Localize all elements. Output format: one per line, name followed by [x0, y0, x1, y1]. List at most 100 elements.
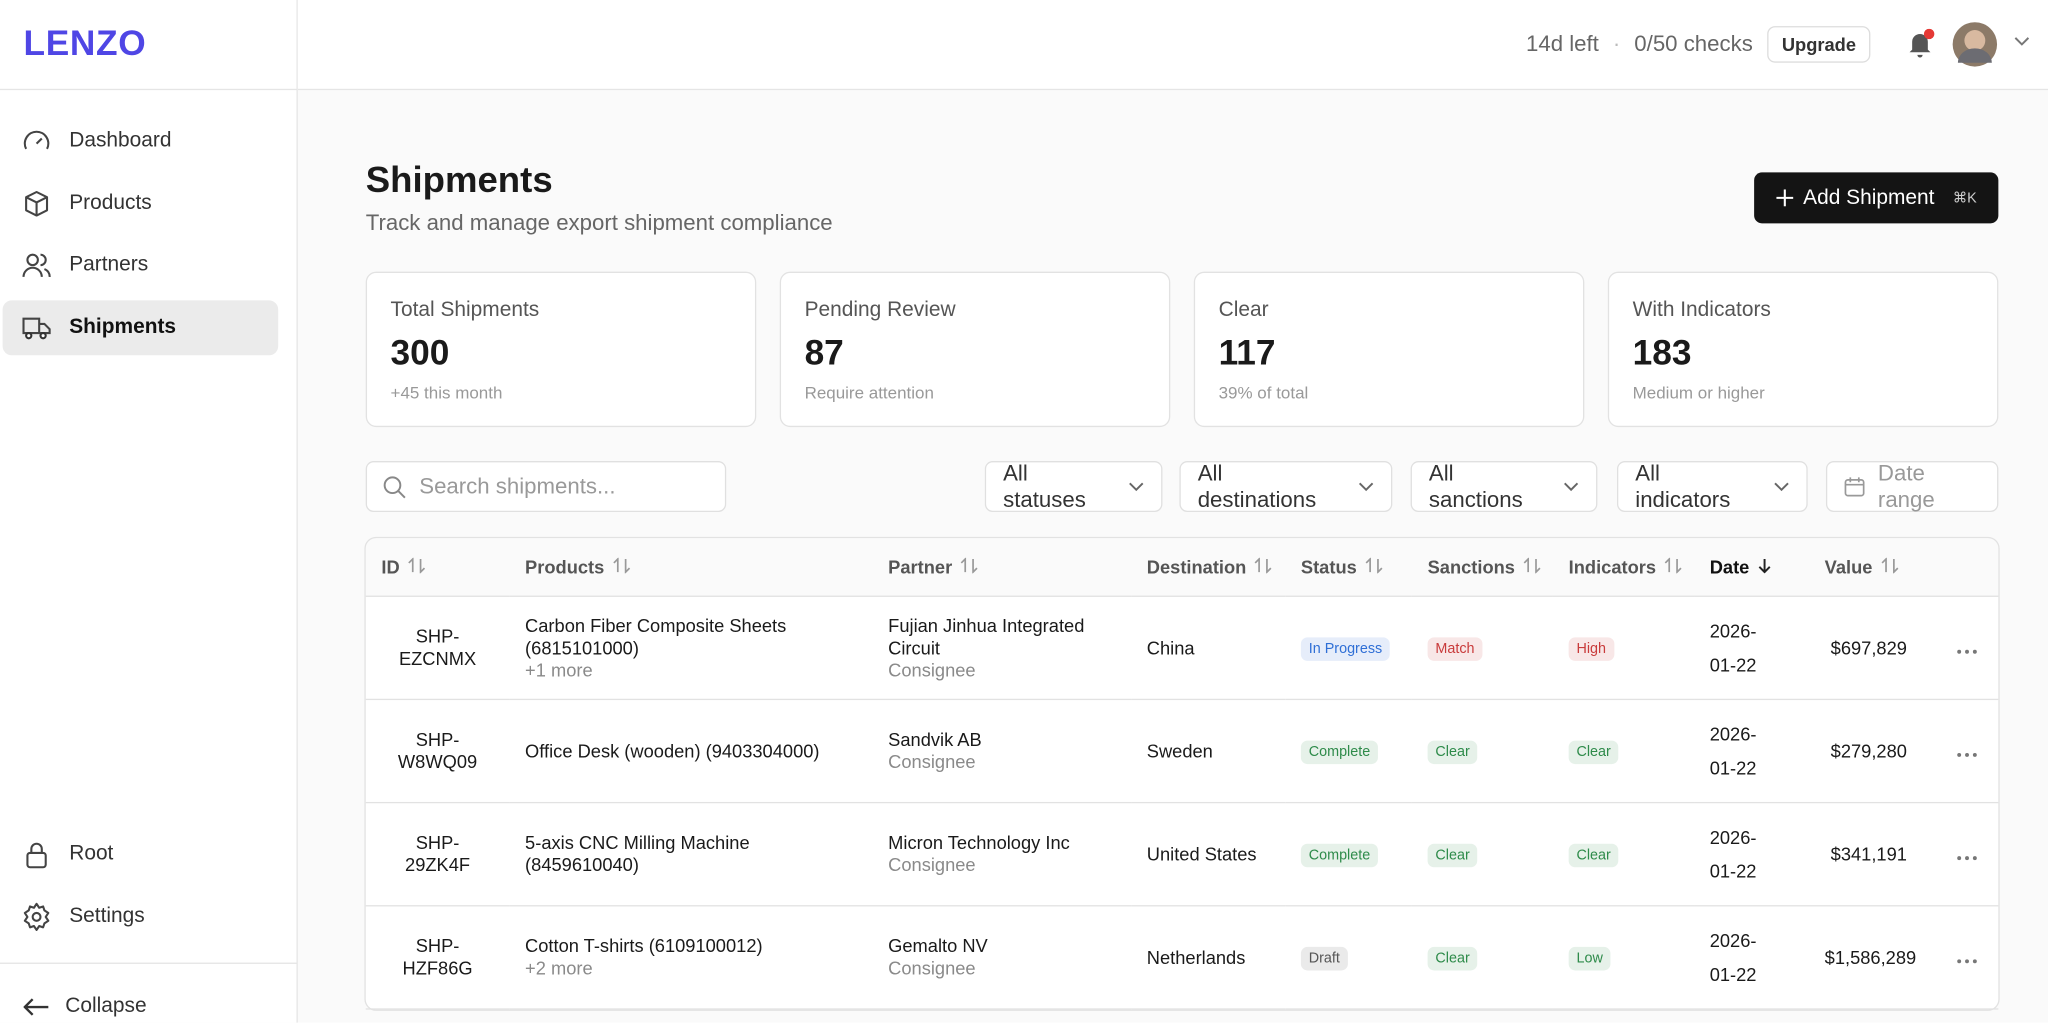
partner-role: Consignee — [888, 957, 976, 979]
filter-dropdown[interactable]: All statuses — [984, 460, 1163, 512]
column-header[interactable]: Status — [1285, 538, 1412, 597]
column-header[interactable]: Products — [509, 538, 873, 597]
stat-value: 183 — [1632, 333, 1692, 373]
product: Cotton T-shirts (6109100012) — [525, 935, 763, 957]
value: $1,586,289 — [1808, 905, 1920, 1010]
nav-label: Dashboard — [69, 129, 172, 152]
column-label: Products — [525, 556, 605, 578]
sanctions-cell: Match — [1411, 596, 1553, 701]
collapse-icon — [23, 998, 49, 1016]
nav-item[interactable]: Shipments — [2, 299, 279, 355]
column-label: Value — [1824, 556, 1873, 578]
column-label: Date — [1709, 556, 1750, 578]
logo[interactable]: LENZO — [23, 23, 147, 63]
more-actions[interactable] — [1957, 648, 1978, 654]
column-header[interactable]: Date — [1694, 538, 1809, 597]
products-cell: Carbon Fiber Composite Sheets (681510100… — [509, 596, 873, 701]
topbar: 14d left · 0/50 checks Upgrade — [297, 0, 2048, 91]
partner: Fujian Jinhua Integrated Circuit — [888, 614, 1085, 658]
value: $341,191 — [1808, 802, 1920, 907]
nav-item[interactable]: Root — [3, 827, 279, 882]
nav-icon — [25, 190, 49, 216]
actions-cell[interactable] — [1919, 802, 1999, 907]
column-header[interactable]: Destination — [1131, 538, 1286, 597]
shipments-table: ID Products Partner Destination Status Sancti… — [364, 536, 2000, 1011]
sort-icon — [408, 556, 426, 575]
filter-dropdown[interactable]: All destinations — [1179, 460, 1393, 512]
date-cell: 2026-01-22 — [1694, 905, 1809, 1010]
nav-icon — [23, 130, 50, 150]
stat-note: Medium or higher — [1632, 382, 1765, 403]
column-header[interactable]: Indicators — [1552, 538, 1695, 597]
column-label: Status — [1300, 556, 1357, 578]
notifications[interactable] — [1904, 28, 1935, 60]
partner-cell: Micron Technology Inc Consignee — [872, 802, 1132, 907]
more-actions[interactable] — [1957, 855, 1978, 860]
chevron — [1564, 482, 1579, 491]
partner-cell: Sandvik AB Consignee — [872, 699, 1132, 804]
more-actions[interactable] — [1957, 752, 1978, 757]
nav-label: Shipments — [69, 315, 177, 338]
date: 2026-01-22 — [1709, 929, 1757, 985]
stat-card: Pending Review 87 Require attention — [779, 271, 1171, 428]
nav-icon — [23, 902, 50, 931]
column-header[interactable]: Partner — [872, 538, 1132, 597]
search[interactable]: Search shipments... — [365, 461, 727, 512]
badge: Draft — [1300, 946, 1348, 970]
product: Carbon Fiber Composite Sheets (681510100… — [525, 614, 787, 658]
partner-role: Consignee — [888, 658, 976, 680]
id-cell: SHP-HZF86G — [365, 905, 510, 1010]
indicators-cell: Low — [1552, 905, 1695, 1010]
column-header[interactable]: Sanctions — [1411, 538, 1553, 597]
nav-item[interactable]: Products — [3, 176, 279, 231]
table-row[interactable]: SHP-29ZK4F 5-axis CNC Milling Machine (84… — [365, 802, 1999, 907]
collapse-button[interactable]: Collapse — [23, 995, 147, 1019]
nav-icon — [22, 253, 51, 278]
actions-cell[interactable] — [1919, 596, 1999, 701]
usage: 14d left · 0/50 checks — [1526, 31, 1753, 57]
date: 2026-01-22 — [1709, 620, 1757, 676]
nav-item[interactable]: Settings — [3, 889, 279, 944]
shipment-id: SHP-W8WQ09 — [397, 728, 478, 772]
stat-value: 117 — [1218, 333, 1276, 373]
date: 2026-01-22 — [1709, 723, 1757, 779]
badge: Clear — [1427, 739, 1478, 764]
search-placeholder: Search shipments... — [419, 473, 616, 499]
status-cell: Complete — [1285, 802, 1412, 907]
table-row[interactable]: SHP-HZF86G Cotton T-shirts (6109100012) +2… — [365, 905, 1999, 1010]
divider — [0, 962, 297, 964]
stat-note: 39% of total — [1218, 382, 1309, 403]
badge: Clear — [1427, 946, 1478, 970]
chevron — [1129, 481, 1144, 491]
sanctions-cell: Clear — [1411, 802, 1553, 907]
avatar[interactable] — [1951, 21, 1998, 68]
sanctions-cell: Clear — [1411, 905, 1553, 1010]
filter-dropdown[interactable]: All indicators — [1616, 460, 1808, 512]
add-shipment-button[interactable]: Add Shipment ⌘K — [1754, 172, 1999, 224]
nav-item[interactable]: Partners — [3, 238, 279, 293]
filter-dropdown[interactable]: All sanctions — [1410, 460, 1598, 512]
upgrade-button[interactable]: Upgrade — [1767, 26, 1871, 63]
table-body: SHP-EZCNMX Carbon Fiber Composite Sheets … — [365, 596, 1999, 1010]
table-row[interactable]: SHP-EZCNMX Carbon Fiber Composite Sheets … — [365, 596, 1999, 701]
badge: Complete — [1300, 843, 1379, 867]
actions-cell[interactable] — [1919, 699, 1999, 804]
more-actions[interactable] — [1957, 958, 1978, 963]
actions-cell[interactable] — [1919, 905, 1999, 1010]
column-label: Sanctions — [1427, 556, 1515, 578]
column-header[interactable]: ID — [365, 538, 510, 597]
product-more: +1 more — [525, 658, 593, 680]
page-title: Shipments — [365, 159, 553, 200]
stat-label: Total Shipments — [390, 299, 540, 322]
indicators-cell: Clear — [1552, 802, 1695, 907]
column-label: ID — [381, 556, 400, 578]
date-filter[interactable]: Date range — [1825, 460, 1999, 512]
nav-item[interactable]: Dashboard — [3, 114, 279, 169]
account-menu[interactable] — [2014, 37, 2030, 47]
sort-icon — [612, 556, 630, 575]
table-row[interactable]: SHP-W8WQ09 Office Desk (wooden) (94033040… — [365, 699, 1999, 804]
stat-label: Clear — [1218, 299, 1269, 322]
column-header[interactable]: Value — [1808, 538, 1920, 597]
